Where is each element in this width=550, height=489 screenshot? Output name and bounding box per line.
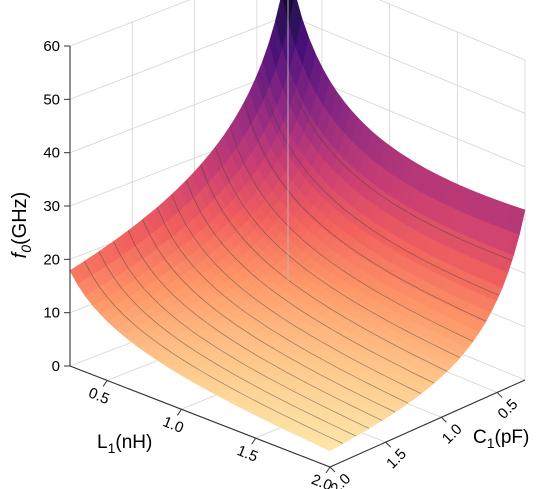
c-tick-label: 1.5 — [383, 446, 410, 473]
l-tick-label: 0.5 — [86, 384, 112, 408]
l-tick-mark — [102, 380, 108, 387]
z-tick-label: 40 — [43, 145, 60, 162]
surface-patch — [321, 443, 337, 452]
c-tick-mark — [329, 466, 336, 473]
surface-line — [258, 70, 500, 296]
surface-line — [98, 251, 357, 437]
l-tick-label: 1.0 — [160, 413, 186, 437]
surface-line — [200, 164, 448, 372]
c-tick-mark — [496, 392, 503, 398]
surface-line — [84, 261, 344, 444]
surface-line — [156, 207, 409, 404]
c-tick-label: 0.5 — [495, 396, 522, 423]
z-gridline — [69, 0, 526, 61]
surface-line — [185, 180, 435, 384]
l-tick-mark — [177, 409, 182, 416]
surface-line — [244, 101, 487, 322]
surface-line — [229, 126, 474, 342]
x-axis-ticks: 0.5 1.0 1.5 2.0 — [86, 380, 335, 489]
surface-line — [214, 146, 461, 358]
surface-line — [171, 194, 422, 394]
y-axis-label: C1(pF) — [473, 427, 529, 451]
surface-line — [127, 230, 383, 421]
l-tick-label: 1.5 — [235, 442, 261, 466]
z-axis-label: f0(GHz) — [9, 192, 34, 259]
z-tick-label: 60 — [43, 38, 60, 55]
z-tick-label: 10 — [43, 305, 60, 322]
x-axis-label: L1(nH) — [97, 432, 152, 456]
surface-line — [142, 219, 396, 413]
l-tick-mark — [325, 466, 331, 474]
z-tick-label: 20 — [43, 251, 60, 268]
l-tick-label: 2.0 — [309, 471, 335, 489]
surface — [69, 0, 526, 452]
c-tick-label: 1.0 — [439, 421, 466, 448]
c-tick-mark — [441, 416, 447, 423]
z-tick-label: 0 — [52, 358, 60, 375]
l-tick-mark — [251, 437, 257, 445]
z-tick-label: 50 — [43, 91, 60, 108]
c-tick-mark — [385, 441, 392, 448]
surface-line — [273, 28, 513, 261]
surface-contours — [84, 28, 513, 444]
surface-line — [113, 241, 370, 429]
z-tick-label: 30 — [43, 198, 60, 215]
z-axis-ticks: 0 10 20 30 40 50 60 — [43, 38, 70, 375]
